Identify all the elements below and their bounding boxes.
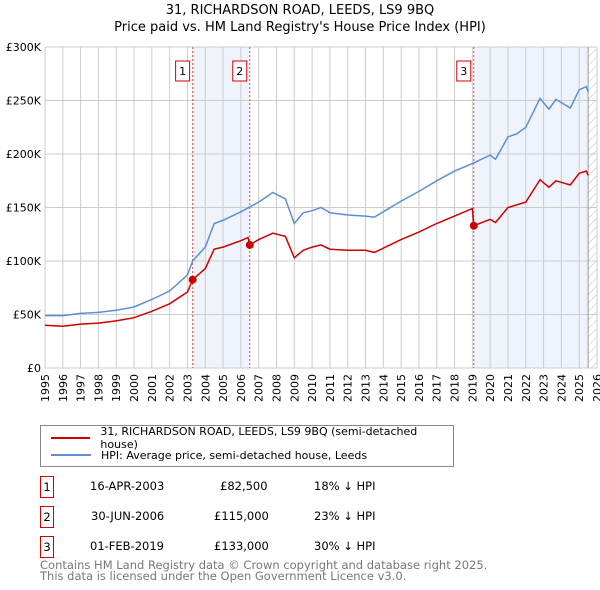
x-tick-label: 2015 (395, 374, 408, 402)
sale-point (469, 221, 478, 230)
x-tick-label: 2008 (270, 374, 283, 402)
y-tick-label: £150K (6, 202, 42, 215)
sale-marker-label: 3 (40, 536, 54, 558)
x-tick-label: 2018 (449, 374, 462, 402)
x-tick-label: 2002 (164, 374, 177, 402)
x-tick-label: 2001 (146, 374, 159, 402)
x-tick-label: 2012 (342, 374, 355, 402)
x-tick-label: 2010 (306, 374, 319, 402)
legend-swatch-hpi (51, 454, 91, 456)
chart-title: 31, RICHARDSON ROAD, LEEDS, LS9 9BQ (165, 3, 435, 18)
x-tick-label: 2000 (128, 374, 141, 402)
legend-swatch-property (51, 437, 91, 439)
footer: Contains HM Land Registry data © Crown c… (40, 558, 488, 583)
x-tick-label: 2011 (324, 374, 337, 402)
y-tick-label: £200K (6, 148, 42, 161)
sale-price: £133,000 (214, 539, 269, 553)
x-tick-label: 2013 (360, 374, 373, 402)
x-tick-label: 2020 (484, 374, 497, 402)
x-tick-label: 2017 (431, 374, 444, 402)
sale-hpi-diff: 18% ↓ HPI (314, 479, 376, 493)
sale-flag-box (232, 60, 248, 82)
x-tick-label: 2007 (253, 374, 266, 402)
sale-price: £115,000 (214, 509, 269, 523)
x-tick-label: 2021 (502, 374, 515, 402)
x-tick-label: 2014 (377, 374, 390, 402)
sale-flag-box (175, 60, 191, 82)
sale-point (188, 275, 197, 284)
series-line-hpi (45, 85, 589, 317)
sale-date: 30-JUN-2006 (91, 509, 165, 523)
sale-row-3: 3 01-FEB-2019 £133,000 30% ↓ HPI (40, 536, 440, 558)
x-tick-label: 1999 (110, 374, 123, 402)
x-tick-label: 2006 (235, 374, 248, 402)
x-tick-label: 2003 (181, 374, 194, 402)
sale-date: 01-FEB-2019 (90, 539, 164, 553)
y-tick-label: £300K (6, 41, 42, 54)
sale-hpi-diff: 23% ↓ HPI (314, 509, 376, 523)
sale-date: 16-APR-2003 (90, 479, 165, 493)
legend: 31, RICHARDSON ROAD, LEEDS, LS9 9BQ (sem… (40, 425, 454, 467)
x-tick-label: 2005 (217, 374, 230, 402)
sale-price: £82,500 (220, 479, 268, 493)
chart-subtitle: Price paid vs. HM Land Registry's House … (114, 20, 486, 35)
y-tick-label: £0 (27, 362, 41, 375)
sale-marker-label: 1 (40, 476, 54, 498)
x-tick-label: 2016 (413, 374, 426, 402)
x-tick-label: 2019 (466, 374, 479, 402)
legend-label-property: 31, RICHARDSON ROAD, LEEDS, LS9 9BQ (sem… (100, 425, 418, 451)
sale-flag-label: 3 (460, 65, 467, 78)
x-tick-label: 2009 (288, 374, 301, 402)
x-tick-label: 2022 (520, 374, 533, 402)
y-tick-label: £250K (6, 95, 42, 108)
x-tick-label: 1996 (57, 374, 70, 402)
x-tick-label: 1998 (92, 374, 105, 402)
x-tick-label: 2024 (555, 374, 568, 402)
sale-flag-label: 1 (179, 65, 186, 78)
y-tick-label: £100K (6, 255, 42, 268)
x-tick-label: 1997 (75, 374, 88, 402)
x-tick-label: 2026 (591, 374, 600, 402)
x-tick-label: 2025 (573, 374, 586, 402)
legend-label-hpi: HPI: Average price, semi-detached house,… (101, 448, 368, 462)
x-tick-label: 2004 (199, 374, 212, 402)
sale-flag-label: 2 (236, 65, 243, 78)
x-tick-label: 1995 (39, 374, 52, 402)
series-line-property (44, 170, 589, 328)
x-tick-label: 2023 (538, 374, 551, 402)
sale-hpi-diff: 30% ↓ HPI (314, 539, 376, 553)
sale-row-2: 2 30-JUN-2006 £115,000 23% ↓ HPI (40, 506, 440, 528)
chart-plot: 1995 1996 1997 1998 1999 2000 2001 2002 2003 2004… (6, 41, 600, 402)
sale-point (245, 240, 254, 249)
y-tick-label: £50K (13, 309, 42, 322)
sale-marker-label: 2 (40, 506, 54, 528)
sale-flag-box (456, 60, 472, 82)
sale-row-1: 1 16-APR-2003 £82,500 18% ↓ HPI (40, 476, 440, 498)
